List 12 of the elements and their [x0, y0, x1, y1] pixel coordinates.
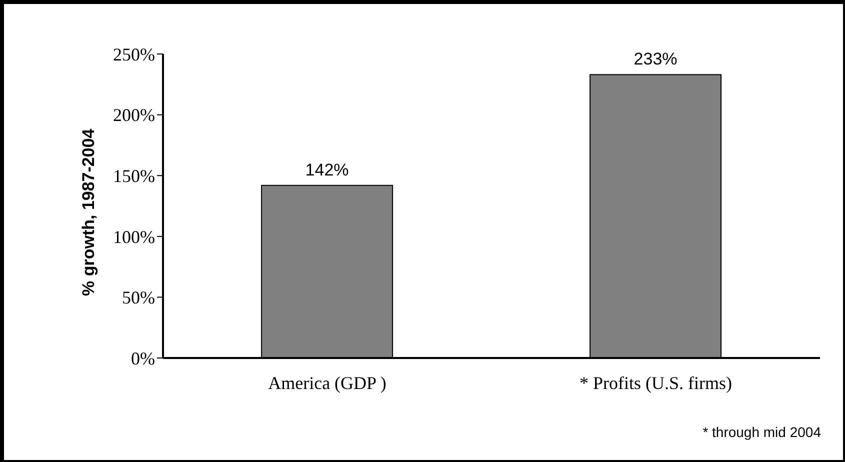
- y-tick-label: 200%: [113, 105, 155, 126]
- data-label: 233%: [634, 50, 678, 69]
- y-axis-title: % growth, 1987-2004: [79, 128, 98, 296]
- y-tick-label: 100%: [113, 226, 155, 247]
- data-label: 142%: [305, 160, 349, 180]
- y-tick-label: 250%: [113, 44, 155, 64]
- y-tick-label: 50%: [122, 288, 155, 308]
- x-tick-label: * Profits (U.S. firms): [580, 372, 732, 393]
- y-tick-label: 0%: [131, 348, 155, 368]
- text: * through mid 2004: [702, 424, 821, 440]
- y-tick-label: 150%: [113, 166, 155, 186]
- x-tick-label: America (GDP ): [268, 372, 386, 393]
